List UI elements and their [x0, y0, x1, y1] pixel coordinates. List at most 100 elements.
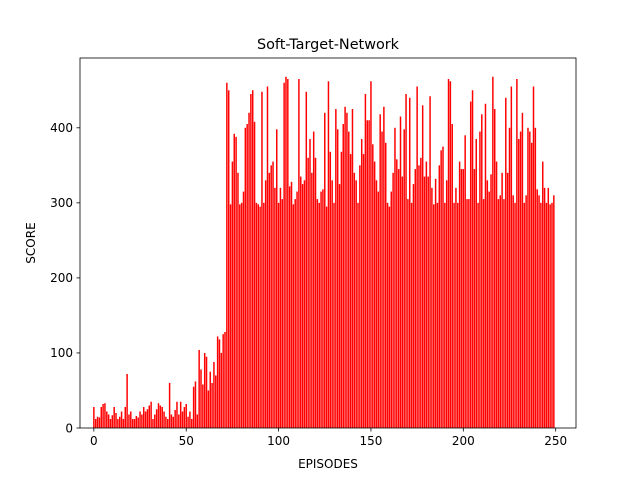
bar [144, 411, 147, 428]
chart-title: Soft-Target-Network [257, 37, 400, 53]
bar [322, 189, 324, 428]
bar [261, 91, 263, 429]
bar [305, 91, 308, 429]
bar [154, 414, 156, 428]
bar [170, 414, 173, 428]
bar [198, 349, 200, 428]
bar [224, 331, 226, 428]
bar [530, 142, 533, 428]
bar [142, 406, 145, 428]
bar [336, 129, 339, 429]
bar [442, 146, 444, 428]
bar [276, 129, 278, 429]
bar [433, 204, 435, 428]
bar [93, 406, 95, 428]
x-tick-label: 50 [179, 434, 194, 448]
bar [458, 161, 461, 428]
bar [553, 195, 555, 428]
bar [109, 418, 112, 428]
bar [270, 165, 272, 428]
bar [451, 124, 453, 428]
bar [229, 204, 232, 428]
bar [211, 382, 213, 428]
bar [251, 90, 254, 429]
bar [488, 191, 490, 428]
bar [357, 202, 359, 428]
bar [324, 112, 326, 428]
bar [253, 121, 256, 428]
bar [102, 403, 104, 428]
bar [174, 409, 176, 428]
bar [342, 124, 344, 428]
bar [542, 161, 544, 428]
bar [440, 150, 442, 428]
bar [429, 96, 431, 428]
y-tick-label: 0 [65, 421, 73, 435]
bar [386, 202, 389, 428]
bar [98, 417, 101, 428]
bar [331, 180, 333, 428]
bar [237, 172, 239, 428]
bar [130, 411, 132, 428]
bar [423, 176, 426, 428]
bar [294, 199, 296, 428]
bar [111, 415, 114, 428]
bar [312, 131, 315, 429]
bar [104, 403, 106, 428]
bar [414, 169, 417, 428]
bar [503, 199, 505, 428]
bar [381, 131, 383, 429]
bar [517, 139, 520, 429]
bar [288, 186, 291, 428]
bar [220, 352, 223, 428]
bar [155, 409, 158, 428]
y-tick-label: 100 [50, 346, 73, 360]
bar [329, 151, 332, 428]
bar [355, 180, 357, 428]
bar [128, 414, 130, 428]
bar [183, 406, 186, 428]
bar [492, 76, 494, 428]
bar [168, 382, 171, 428]
bar [477, 202, 479, 428]
bar [335, 109, 337, 428]
bar [152, 418, 154, 428]
bar [311, 172, 313, 428]
x-tick-label: 150 [359, 434, 382, 448]
bar [264, 180, 267, 428]
bar [427, 176, 429, 428]
bar [410, 202, 413, 428]
bar [303, 180, 306, 428]
bar [373, 161, 376, 428]
bar [545, 202, 548, 428]
bar [231, 161, 234, 428]
bar [359, 165, 361, 428]
bar [157, 403, 160, 428]
bar [405, 94, 407, 429]
bar [519, 131, 522, 429]
bar [384, 142, 387, 428]
bar [165, 416, 167, 428]
bar [124, 406, 126, 428]
bar [412, 184, 415, 428]
bar [107, 414, 110, 428]
bar [96, 416, 99, 428]
bar [475, 139, 477, 429]
bar [512, 195, 514, 428]
bar [403, 129, 405, 429]
bar [501, 172, 503, 428]
bar [106, 411, 108, 428]
y-tick-label: 200 [50, 271, 73, 285]
bar [346, 112, 348, 428]
bar [536, 189, 538, 428]
bar [202, 384, 204, 428]
bar [529, 131, 531, 429]
bar [348, 131, 350, 429]
bar [362, 154, 365, 428]
x-tick-label: 100 [267, 434, 290, 448]
bar [307, 157, 309, 428]
bar [207, 390, 210, 428]
bar [418, 165, 420, 428]
bar [468, 199, 470, 428]
